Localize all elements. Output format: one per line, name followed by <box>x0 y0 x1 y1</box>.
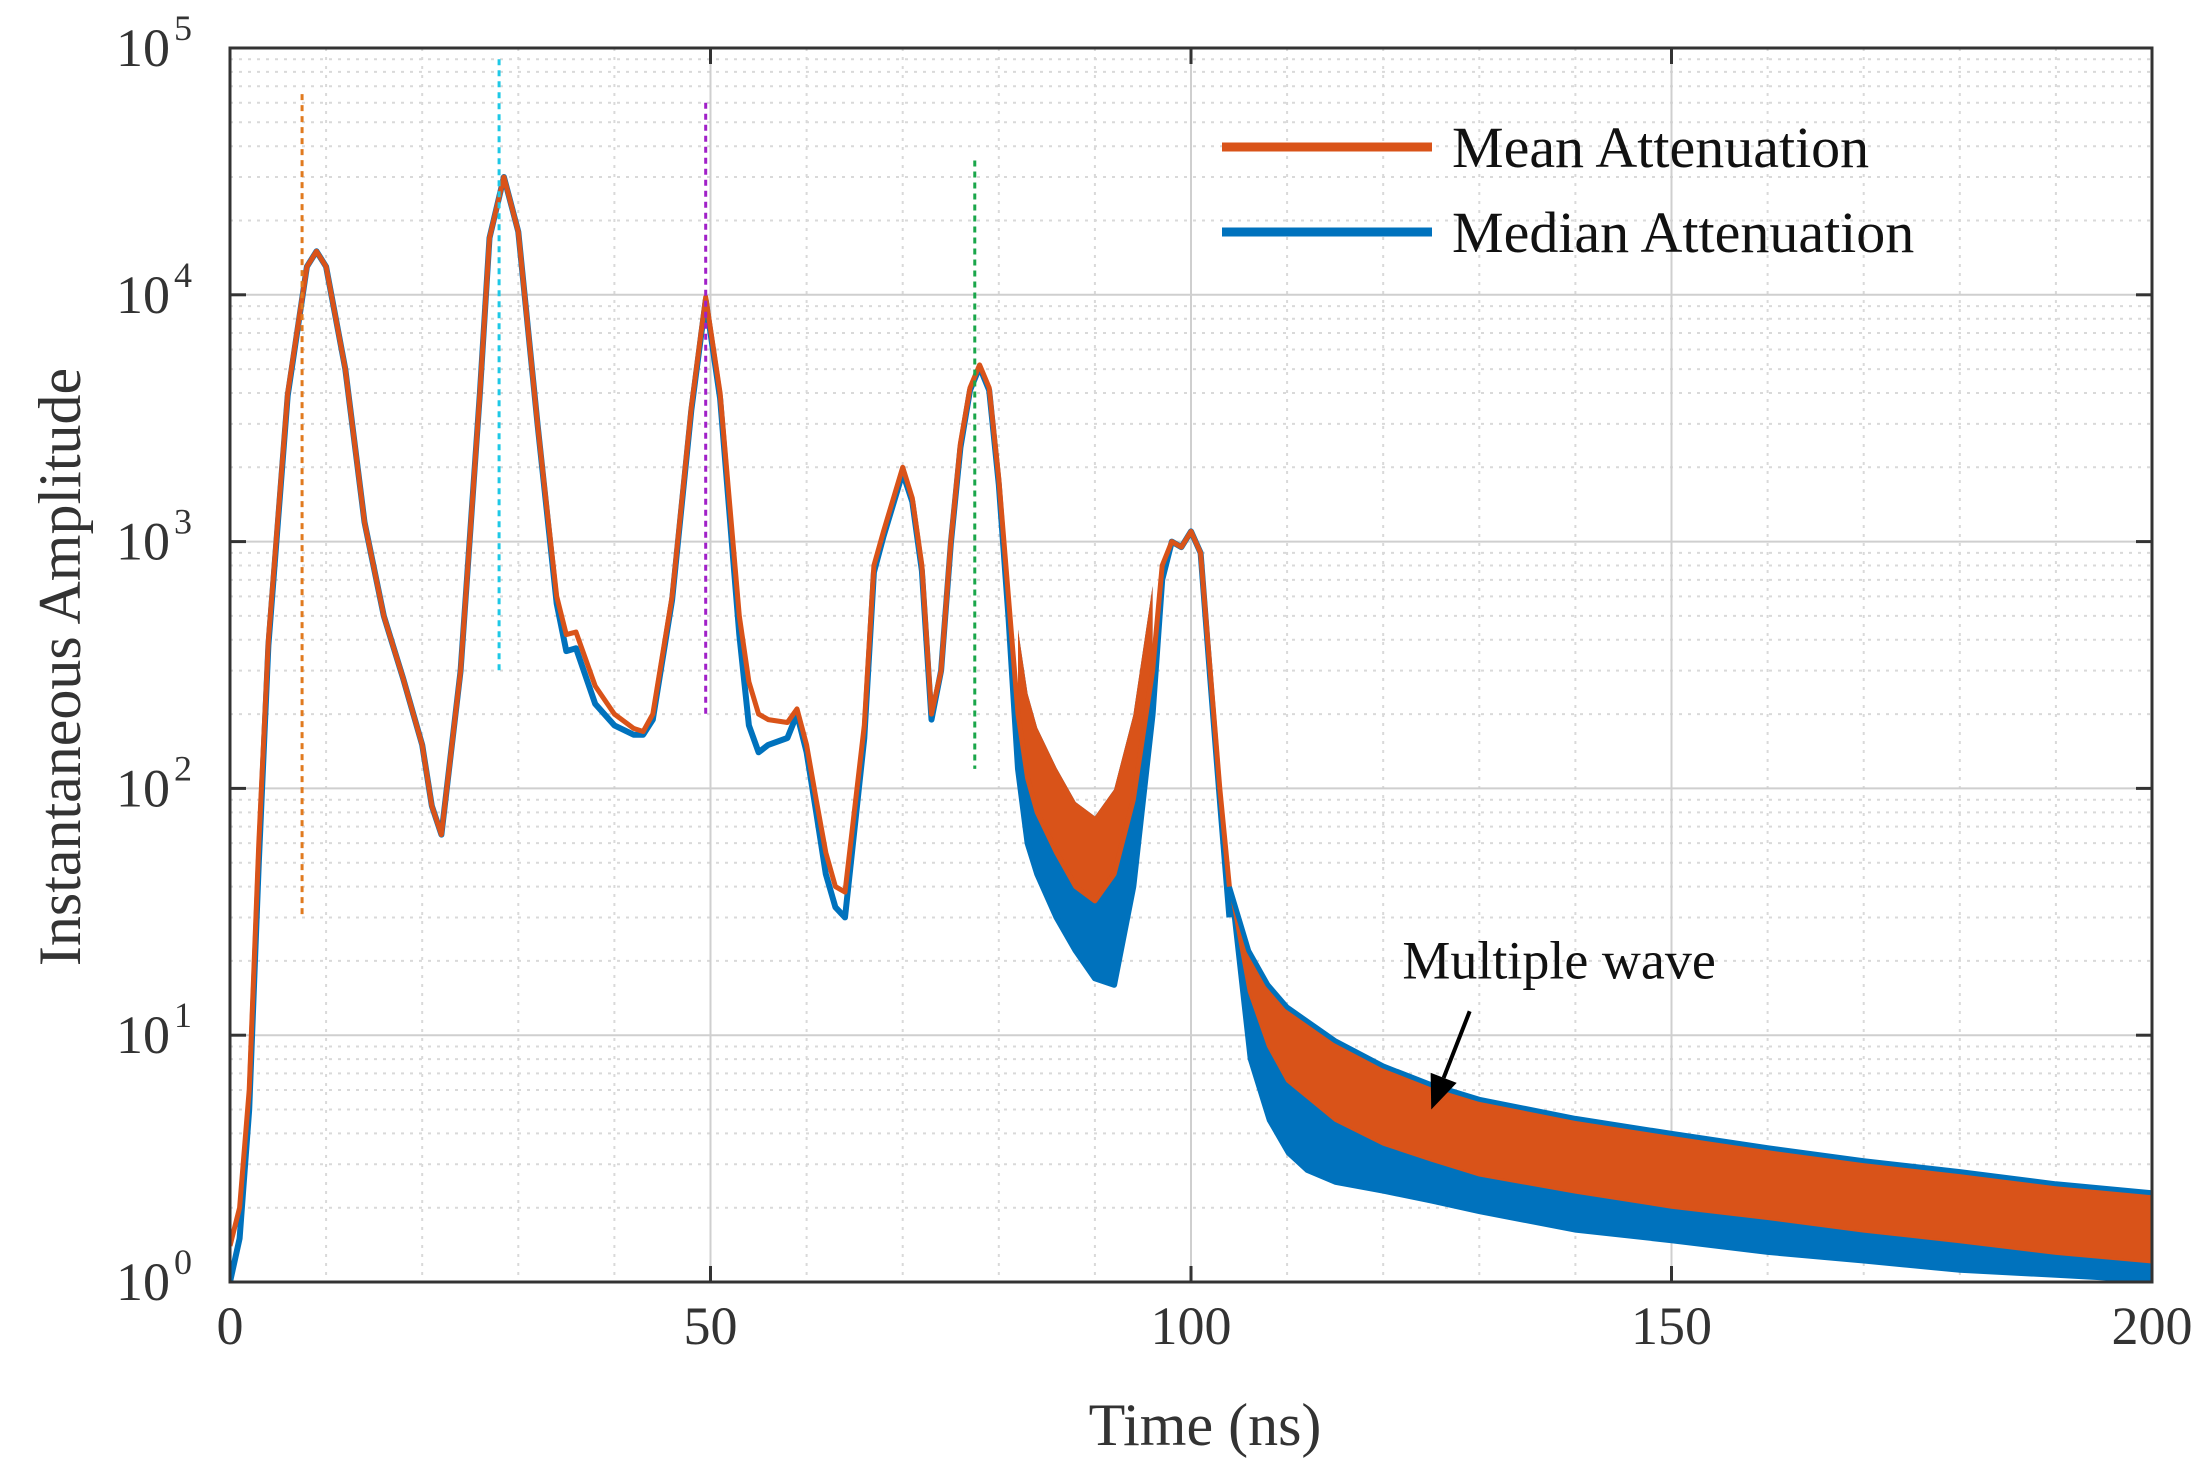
y-tick-exponent: 4 <box>174 255 192 295</box>
x-axis-label: Time (ns) <box>1089 1392 1322 1458</box>
median-osc-band <box>1018 586 1153 985</box>
annotation-multiple-wave: Multiple wave <box>1402 930 1715 990</box>
y-tick-exponent: 2 <box>174 748 192 788</box>
y-axis-label: Instantaneous Amplitude <box>27 368 93 966</box>
mean-osc-band <box>1018 586 1153 901</box>
x-tick-label: 0 <box>217 1296 244 1356</box>
y-tick-exponent: 1 <box>174 995 192 1035</box>
annotation-arrow <box>1441 1010 1472 1079</box>
x-tick-label: 50 <box>684 1296 738 1356</box>
y-tick-label: 10 <box>116 18 170 78</box>
annotation: Multiple wave <box>1402 930 1716 1110</box>
legend-label-mean: Mean Attenuation <box>1452 115 1869 180</box>
x-tick-label: 200 <box>2112 1296 2193 1356</box>
y-tick-exponent: 0 <box>174 1242 192 1282</box>
x-tick-label: 100 <box>1151 1296 1232 1356</box>
x-tick-label: 150 <box>1631 1296 1712 1356</box>
y-tick-label: 10 <box>116 512 170 572</box>
y-tick-label: 10 <box>116 265 170 325</box>
plot-area <box>230 59 2152 1282</box>
y-tick-exponent: 5 <box>174 8 192 48</box>
tail-upper-envelope <box>1227 885 2152 1196</box>
y-tick-label: 10 <box>116 1252 170 1312</box>
y-tick-label: 10 <box>116 1005 170 1065</box>
legend: Mean Attenuation Median Attenuation <box>1222 115 1914 265</box>
y-tick-label: 10 <box>116 758 170 818</box>
annotation-arrowhead <box>1430 1072 1457 1110</box>
series-mean-line <box>230 174 1232 1247</box>
y-tick-exponent: 3 <box>174 502 192 542</box>
legend-label-median: Median Attenuation <box>1452 200 1914 265</box>
axes <box>228 46 2154 1284</box>
